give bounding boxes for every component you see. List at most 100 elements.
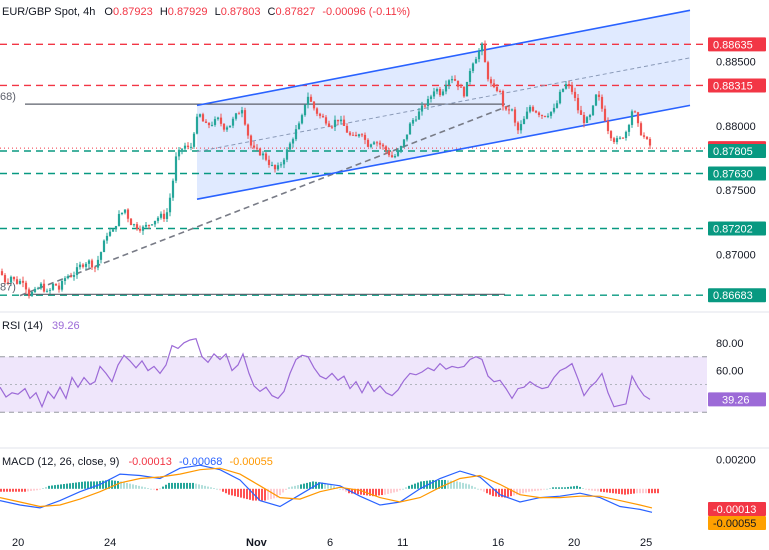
candle[interactable] bbox=[495, 84, 499, 93]
candle[interactable] bbox=[153, 220, 157, 228]
candle[interactable] bbox=[180, 148, 184, 155]
candle[interactable] bbox=[555, 100, 559, 109]
candle[interactable] bbox=[594, 94, 598, 107]
candle[interactable] bbox=[129, 218, 133, 226]
candle[interactable] bbox=[480, 42, 484, 56]
candle[interactable] bbox=[309, 94, 313, 102]
candle[interactable] bbox=[216, 116, 220, 121]
candle[interactable] bbox=[639, 121, 643, 136]
candle[interactable] bbox=[15, 276, 19, 285]
candle[interactable] bbox=[498, 89, 502, 93]
candle[interactable] bbox=[420, 101, 424, 116]
candle[interactable] bbox=[354, 131, 358, 137]
candle[interactable] bbox=[627, 123, 631, 137]
candle[interactable] bbox=[369, 143, 373, 149]
candle[interactable] bbox=[201, 112, 205, 122]
candle[interactable] bbox=[24, 280, 28, 294]
candle[interactable] bbox=[501, 89, 505, 111]
candle[interactable] bbox=[141, 225, 145, 235]
candle[interactable] bbox=[207, 122, 211, 129]
candle[interactable] bbox=[156, 216, 160, 224]
candle[interactable] bbox=[564, 81, 568, 90]
candle[interactable] bbox=[150, 224, 154, 226]
candle[interactable] bbox=[471, 62, 475, 74]
candle[interactable] bbox=[624, 130, 628, 141]
candle[interactable] bbox=[381, 143, 385, 150]
candle[interactable] bbox=[384, 145, 388, 155]
candle[interactable] bbox=[426, 95, 430, 110]
candle[interactable] bbox=[225, 125, 229, 132]
candle[interactable] bbox=[258, 147, 262, 156]
candle[interactable] bbox=[315, 107, 319, 117]
candle[interactable] bbox=[414, 115, 418, 122]
candle[interactable] bbox=[33, 286, 37, 294]
candle[interactable] bbox=[114, 225, 118, 232]
candle[interactable] bbox=[474, 56, 478, 64]
candle[interactable] bbox=[138, 225, 142, 233]
candle[interactable] bbox=[417, 108, 421, 120]
candle[interactable] bbox=[390, 151, 394, 158]
candle[interactable] bbox=[183, 142, 187, 151]
candle[interactable] bbox=[222, 123, 226, 132]
candle[interactable] bbox=[27, 287, 31, 299]
candle[interactable] bbox=[387, 148, 391, 158]
candle[interactable] bbox=[528, 104, 532, 114]
candle[interactable] bbox=[453, 75, 457, 82]
candle[interactable] bbox=[441, 89, 445, 97]
candle[interactable] bbox=[423, 104, 427, 108]
candle[interactable] bbox=[297, 121, 301, 130]
candle[interactable] bbox=[126, 208, 130, 223]
candle[interactable] bbox=[78, 261, 82, 270]
candle[interactable] bbox=[450, 75, 454, 84]
macd-pane[interactable] bbox=[0, 464, 659, 513]
candle[interactable] bbox=[573, 87, 577, 102]
candle[interactable] bbox=[609, 130, 613, 142]
candle[interactable] bbox=[648, 137, 652, 150]
candle[interactable] bbox=[576, 93, 580, 114]
candle[interactable] bbox=[435, 87, 439, 95]
candle[interactable] bbox=[66, 274, 70, 280]
candle[interactable] bbox=[162, 209, 166, 222]
candle[interactable] bbox=[585, 115, 589, 124]
candle[interactable] bbox=[642, 132, 646, 139]
candle[interactable] bbox=[348, 130, 352, 137]
candle[interactable] bbox=[87, 259, 91, 269]
candle[interactable] bbox=[483, 40, 487, 63]
candle[interactable] bbox=[615, 135, 619, 145]
candle[interactable] bbox=[39, 282, 43, 290]
candle[interactable] bbox=[270, 161, 274, 167]
candle[interactable] bbox=[588, 113, 592, 121]
candle[interactable] bbox=[465, 81, 469, 97]
candle[interactable] bbox=[255, 144, 259, 151]
candle[interactable] bbox=[543, 115, 547, 118]
candle[interactable] bbox=[3, 273, 7, 285]
candle[interactable] bbox=[42, 279, 46, 293]
price-pane[interactable] bbox=[0, 9, 707, 299]
candle[interactable] bbox=[591, 105, 595, 117]
candle[interactable] bbox=[312, 101, 316, 111]
candle[interactable] bbox=[351, 132, 355, 136]
candle[interactable] bbox=[99, 251, 103, 264]
candle[interactable] bbox=[135, 222, 139, 231]
candle[interactable] bbox=[510, 108, 514, 112]
candle[interactable] bbox=[294, 125, 298, 142]
candle[interactable] bbox=[123, 209, 127, 215]
candle[interactable] bbox=[549, 111, 553, 119]
rsi-pane[interactable] bbox=[0, 337, 707, 413]
candle[interactable] bbox=[267, 155, 271, 168]
candle[interactable] bbox=[570, 81, 574, 95]
candle[interactable] bbox=[168, 193, 172, 217]
candle[interactable] bbox=[618, 136, 622, 140]
candle[interactable] bbox=[525, 107, 529, 120]
candle[interactable] bbox=[54, 283, 58, 286]
candle[interactable] bbox=[198, 113, 202, 118]
candle[interactable] bbox=[273, 164, 277, 173]
candle[interactable] bbox=[72, 271, 76, 281]
candle[interactable] bbox=[459, 83, 463, 88]
candle[interactable] bbox=[333, 115, 337, 131]
candle[interactable] bbox=[531, 105, 535, 113]
candle[interactable] bbox=[147, 224, 151, 229]
candle[interactable] bbox=[522, 116, 526, 125]
candle[interactable] bbox=[396, 147, 400, 157]
